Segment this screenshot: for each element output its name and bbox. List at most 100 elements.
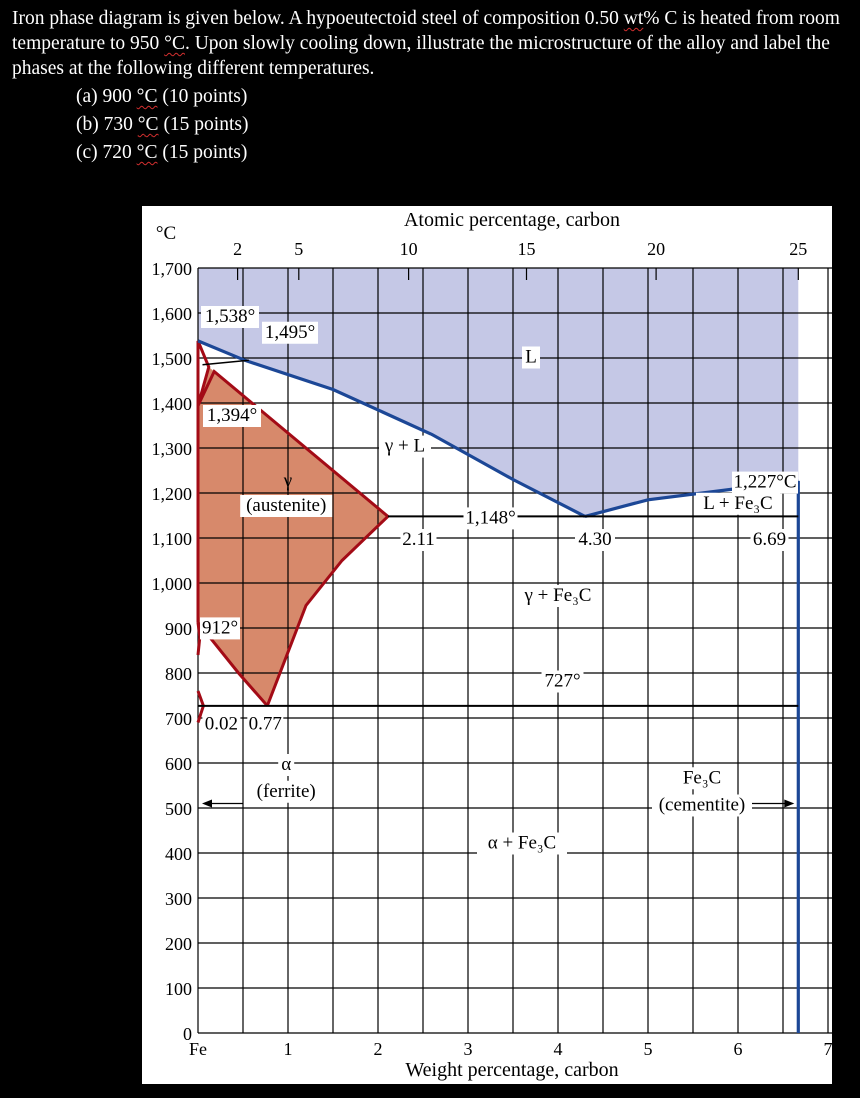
c669-label: 6.69 — [753, 529, 786, 550]
top-tick-label: 10 — [400, 239, 418, 259]
top-tick-label: 5 — [294, 239, 303, 259]
y-tick-label: 900 — [165, 619, 192, 639]
y-tick-label: 1,300 — [152, 439, 193, 459]
part-a-post: (10 points) — [157, 86, 248, 107]
t1495-label: 1,495° — [265, 322, 315, 343]
part-a-pre: (a) 900 — [76, 86, 137, 107]
question-line1-post: % C is heated — [643, 8, 752, 29]
question-part-a: (a) 900 °C (10 points) — [76, 83, 855, 111]
y-tick-label: 1,500 — [152, 349, 193, 369]
question-line1-pre: Iron phase diagram is given below. A hyp… — [12, 8, 624, 29]
c211-label: 2.11 — [402, 529, 435, 550]
acm-line — [265, 515, 389, 707]
liquid-label: L — [525, 347, 537, 368]
gamma-l-label-bg — [379, 435, 431, 458]
x-tick-label: 4 — [554, 1039, 563, 1059]
y-tick-label: 100 — [165, 979, 192, 999]
liquidus-line — [197, 339, 586, 518]
question-text: Iron phase diagram is given below. A hyp… — [10, 6, 855, 167]
t1227-label-bg — [732, 471, 798, 494]
alpha-gamma-wedge — [196, 622, 202, 656]
cementite-arrowhead — [784, 799, 795, 808]
y-tick-label: 300 — [165, 889, 192, 909]
t1227-label: 1,227°C — [733, 472, 796, 493]
t727-label-bg — [541, 670, 584, 693]
y-tick-label: 1,000 — [152, 574, 193, 594]
y-tick-label: 1,700 — [152, 259, 193, 279]
t1394-label: 1,394° — [207, 405, 257, 426]
peritectic-pointer — [202, 359, 249, 366]
question-line2-pre: from room temperature to 950 — [12, 8, 840, 54]
top-tick-label: 20 — [647, 239, 665, 259]
y-tick-label: 400 — [165, 844, 192, 864]
t1394-label-bg — [203, 405, 261, 427]
liquid-label-bg — [522, 346, 540, 369]
y-tick-label: 700 — [165, 709, 192, 729]
part-c-post: (15 points) — [157, 142, 248, 163]
cementite-label: (cementite) — [659, 795, 746, 816]
y-tick-label: 1,100 — [152, 529, 193, 549]
t912-label: 912° — [202, 617, 238, 638]
question-line1-wt: wt — [623, 8, 644, 29]
ferrite-arrowhead — [202, 799, 212, 808]
y-tick-label: 1,400 — [152, 394, 193, 414]
part-c-unit: °C — [136, 142, 158, 163]
a3-line — [196, 621, 269, 707]
phase-labels: 1,538° 1,495° 1,394° 912° 1,148° 2.11 4.30 6.69… — [200, 306, 798, 855]
question-line2-unit: °C — [164, 33, 185, 54]
top-axis-title: Atomic percentage, carbon — [404, 209, 620, 231]
y-tick-label: 1,200 — [152, 484, 193, 504]
gamma-fe3c-label: γ + Fe₃C — [524, 585, 592, 606]
l-fe3c-label: L + Fe₃C — [703, 493, 772, 514]
c211-label-bg — [400, 529, 437, 551]
ferrite-label: (ferrite) — [257, 781, 316, 802]
question-line3: alloy and label the phases at the follow… — [12, 33, 830, 79]
y-tick-label: 600 — [165, 754, 192, 774]
phase-diagram-svg: 1,700 1,600 1,500 1,400 1,300 1,200 1,100 1,000… — [142, 206, 832, 1084]
axis-tick-labels: 1,700 1,600 1,500 1,400 1,300 1,200 1,100 1,000… — [152, 209, 833, 1081]
question-part-c: (c) 720 °C (15 points) — [76, 139, 855, 167]
alpha-fe3c-label: α + Fe₃C — [488, 833, 556, 854]
x-tick-label: Fe — [189, 1039, 207, 1059]
gamma-upper-boundary — [196, 369, 389, 518]
t1538-label-bg — [201, 306, 259, 328]
t912-label-bg — [200, 617, 240, 640]
y-tick-label: 1,600 — [152, 304, 193, 324]
t1148-label-bg — [463, 507, 518, 530]
part-b-unit: °C — [137, 114, 159, 135]
iron-carbon-phase-diagram: 1,700 1,600 1,500 1,400 1,300 1,200 1,100 1,000… — [142, 206, 832, 1084]
ferrite-label-bg — [250, 780, 323, 803]
part-c-pre: (c) 720 — [76, 142, 137, 163]
diagram-grid — [197, 267, 832, 1034]
y-tick-label: 800 — [165, 664, 192, 684]
question-part-b: (b) 730 °C (15 points) — [76, 111, 855, 139]
c430-label: 4.30 — [578, 529, 611, 550]
question-parts: (a) 900 °C (10 points) (b) 730 °C (15 po… — [10, 83, 855, 167]
y-tick-label: 200 — [165, 934, 192, 954]
c077-label: 0.77 — [249, 714, 282, 735]
t727-label: 727° — [544, 671, 580, 692]
delta-region-edge — [196, 340, 211, 407]
gamma-l-label: γ + L — [384, 436, 425, 457]
x-tick-label: 1 — [284, 1039, 293, 1059]
question-line2-post: . Upon slowly cooling down, illustrate t… — [184, 33, 682, 54]
top-tick-label: 25 — [789, 239, 807, 259]
austenite-label: (austenite) — [246, 495, 326, 516]
c077-label-bg — [247, 713, 284, 736]
c002-label-bg — [202, 713, 241, 736]
y-tick-label: 0 — [183, 1024, 192, 1044]
x-tick-label: 6 — [734, 1039, 743, 1059]
austenite-region — [198, 367, 388, 706]
t1495-label-bg — [262, 321, 318, 344]
x-tick-label: 7 — [824, 1039, 833, 1059]
x-tick-label: 5 — [644, 1039, 653, 1059]
alpha-symbol-label: α — [281, 754, 291, 775]
top-tick-label: 2 — [233, 239, 242, 259]
gamma-symbol-label: γ — [283, 470, 292, 491]
part-a-unit: °C — [136, 86, 158, 107]
y-tick-label: 500 — [165, 799, 192, 819]
alpha-symbol-label-bg — [278, 754, 295, 776]
top-tick-label: 15 — [518, 239, 536, 259]
c669-label-bg — [750, 529, 789, 551]
fe3c-label: Fe₃C — [683, 767, 721, 788]
